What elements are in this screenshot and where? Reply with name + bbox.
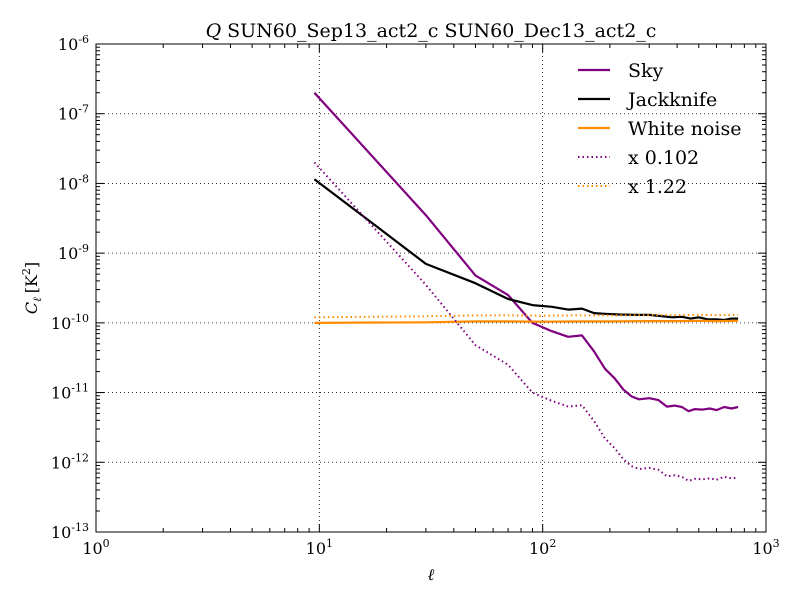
legend-label: White noise: [628, 118, 742, 140]
legend-label: Sky: [628, 60, 664, 82]
chart-title: Q SUN60_Sep13_act2_c SUN60_Dec13_act2_c: [206, 20, 657, 42]
grid-lines: [96, 44, 766, 532]
x-tick-label: 103: [752, 537, 779, 558]
y-tick-label: 10-9: [58, 242, 89, 263]
plot-frame: [95, 43, 767, 533]
y-axis-label: Cℓ[K2]: [20, 262, 44, 314]
legend-label: Jackknife: [626, 89, 717, 111]
legend: Sky Jackknife White noise x 0.102 x 1.22: [578, 60, 742, 198]
axis-ticks: [95, 43, 767, 533]
y-tick-label: 10-12: [51, 451, 89, 472]
legend-label: x 0.102: [628, 147, 699, 169]
y-tick-label: 10-8: [58, 172, 89, 193]
y-tick-label: 10-10: [51, 312, 89, 333]
plot-series: [313, 91, 739, 482]
x-tick-label: 101: [306, 537, 333, 558]
y-tick-label: 10-11: [51, 382, 89, 403]
x-tick-label: 100: [82, 537, 109, 558]
series-line-4: [314, 313, 739, 319]
legend-label: x 1.22: [628, 176, 687, 198]
series-line-1: [313, 178, 739, 322]
y-tick-label: 10-7: [58, 103, 89, 124]
x-axis-label: ℓ: [428, 565, 435, 584]
tick-labels: 100 101 102 103 10-13 10-12 10-11 10-10 10-9 10-8…: [51, 33, 780, 558]
x-tick-label: 102: [529, 537, 556, 558]
series-line-2: [314, 319, 739, 324]
y-tick-label: 10-6: [58, 33, 89, 54]
series-line-0: [313, 91, 739, 413]
y-tick-label: 10-13: [51, 521, 89, 542]
